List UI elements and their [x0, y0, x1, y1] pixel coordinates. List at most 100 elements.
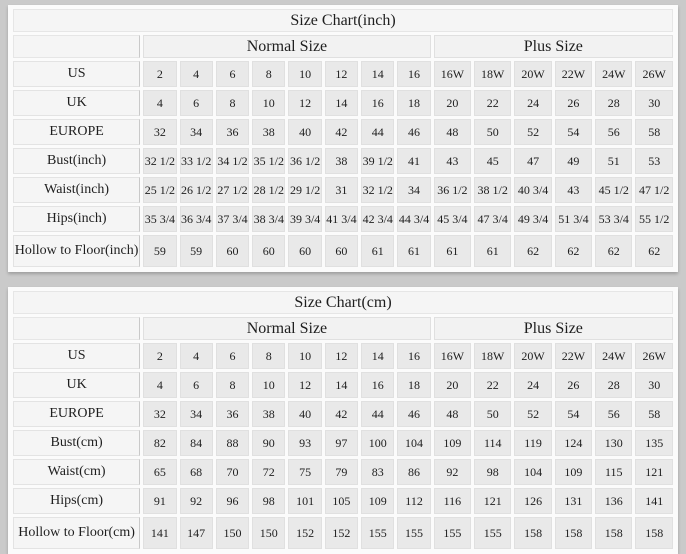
size-cell: 93: [288, 430, 322, 456]
table-row: US 2 4 6 8 10 12 14 16 16W 18W 20W 22W 24W 26W: [13, 343, 673, 369]
size-cell: 155: [474, 517, 512, 549]
size-cell: 2: [143, 61, 177, 87]
size-cell: 36 3/4: [179, 206, 213, 232]
size-cell: 6: [179, 372, 213, 398]
size-cell: 91: [143, 488, 177, 514]
size-cell: 135: [635, 430, 673, 456]
size-cell: 116: [433, 488, 472, 514]
size-cell: 27 1/2: [215, 177, 250, 203]
table-row: Waist(inch) 25 1/2 26 1/2 27 1/2 28 1/2 29 1/…: [13, 177, 673, 203]
size-cell: 33 1/2: [179, 148, 213, 174]
size-cell: 98: [474, 459, 512, 485]
size-cell: 51 3/4: [554, 206, 593, 232]
size-cell: 30: [635, 372, 673, 398]
size-cell: 155: [361, 517, 395, 549]
size-cell: 35 3/4: [143, 206, 177, 232]
group-header-normal: Normal Size: [143, 317, 431, 340]
corner-cell: [13, 317, 141, 340]
size-cell: 44 3/4: [397, 206, 431, 232]
size-cell: 61: [433, 235, 472, 267]
size-chart-table: Size Chart(inch) Normal Size Plus Size US 2 4…: [10, 6, 676, 270]
size-cell: 155: [397, 517, 431, 549]
size-cell: 54: [554, 119, 593, 145]
size-cell: 39 1/2: [361, 148, 395, 174]
table-row: Hips(inch) 35 3/4 36 3/4 37 3/4 38 3/4 39 3/4…: [13, 206, 673, 232]
size-cell: 10: [252, 90, 286, 116]
size-cell: 104: [514, 459, 552, 485]
size-cell: 20: [433, 90, 472, 116]
size-cell: 4: [143, 90, 177, 116]
size-cell: 12: [324, 61, 359, 87]
row-label: Hips(cm): [13, 488, 141, 514]
size-cell: 28: [595, 372, 633, 398]
size-cell: 150: [215, 517, 250, 549]
group-header-plus: Plus Size: [433, 317, 673, 340]
size-cell: 62: [514, 235, 552, 267]
size-cell: 38: [252, 119, 286, 145]
row-label: Bust(inch): [13, 148, 141, 174]
size-cell: 158: [514, 517, 552, 549]
size-cell: 10: [288, 343, 322, 369]
size-cell: 26: [554, 90, 593, 116]
size-cell: 48: [433, 119, 472, 145]
size-cell: 119: [514, 430, 552, 456]
title-row: Size Chart(inch): [13, 9, 673, 32]
size-cell: 121: [635, 459, 673, 485]
size-cell: 22W: [554, 61, 593, 87]
table-row: Hips(cm) 91 92 96 98 101 105 109 112 116 121 126 131…: [13, 488, 673, 514]
table-row: Hollow to Floor(inch) 59 59 60 60 60 60 61 61 61 6…: [13, 235, 673, 267]
size-cell: 83: [361, 459, 395, 485]
row-label: EUROPE: [13, 119, 141, 145]
size-cell: 26W: [635, 61, 673, 87]
size-cell: 12: [324, 343, 359, 369]
size-cell: 34 1/2: [215, 148, 250, 174]
size-cell: 51: [595, 148, 633, 174]
size-cell: 38 3/4: [252, 206, 286, 232]
size-cell: 16: [397, 343, 431, 369]
size-chart-card: Size Chart(cm) Normal Size Plus Size US 2 4 6 8…: [8, 287, 678, 554]
size-cell: 20W: [514, 61, 552, 87]
size-cell: 12: [288, 90, 322, 116]
size-cell: 26: [554, 372, 593, 398]
size-cell: 6: [179, 90, 213, 116]
row-label: US: [13, 343, 141, 369]
chart-title: Size Chart(cm): [13, 291, 673, 314]
size-cell: 24W: [595, 343, 633, 369]
size-cell: 98: [252, 488, 286, 514]
table-row: US 2 4 6 8 10 12 14 16 16W 18W 20W 22W 24W 26W: [13, 61, 673, 87]
size-cell: 152: [288, 517, 322, 549]
size-cell: 28 1/2: [252, 177, 286, 203]
table-row: Bust(inch) 32 1/2 33 1/2 34 1/2 35 1/2 36 1/2…: [13, 148, 673, 174]
size-cell: 62: [554, 235, 593, 267]
size-cell: 18: [397, 372, 431, 398]
size-cell: 62: [595, 235, 633, 267]
size-cell: 34: [179, 401, 213, 427]
size-cell: 70: [215, 459, 250, 485]
group-header-plus: Plus Size: [433, 35, 673, 58]
size-cell: 43: [433, 148, 472, 174]
size-cell: 46: [397, 119, 431, 145]
size-cell: 26 1/2: [179, 177, 213, 203]
table-row: UK 4 6 8 10 12 14 16 18 20 22 24 26 28 30: [13, 90, 673, 116]
size-cell: 32: [143, 119, 177, 145]
size-cell: 49 3/4: [514, 206, 552, 232]
size-cell: 109: [361, 488, 395, 514]
size-cell: 24: [514, 90, 552, 116]
size-cell: 114: [474, 430, 512, 456]
size-cell: 16: [361, 90, 395, 116]
size-cell: 40: [288, 401, 322, 427]
size-cell: 60: [252, 235, 286, 267]
size-cell: 10: [288, 61, 322, 87]
size-cell: 59: [179, 235, 213, 267]
size-cell: 79: [324, 459, 359, 485]
size-cell: 130: [595, 430, 633, 456]
size-cell: 37 3/4: [215, 206, 250, 232]
size-cell: 34: [397, 177, 431, 203]
size-cell: 16: [397, 61, 431, 87]
size-cell: 16W: [433, 343, 472, 369]
size-cell: 158: [595, 517, 633, 549]
size-cell: 58: [635, 401, 673, 427]
size-cell: 14: [324, 372, 359, 398]
size-cell: 22: [474, 90, 512, 116]
size-cell: 2: [143, 343, 177, 369]
